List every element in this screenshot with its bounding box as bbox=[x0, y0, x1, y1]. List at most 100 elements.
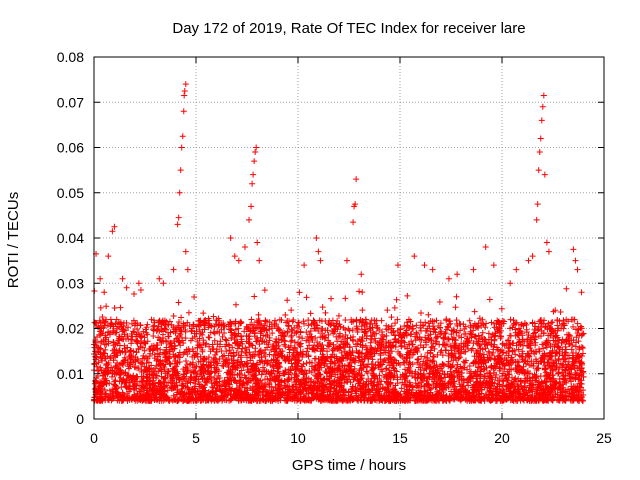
data-point bbox=[135, 330, 142, 337]
data-point bbox=[472, 359, 479, 366]
data-point bbox=[560, 375, 567, 382]
data-point bbox=[238, 367, 245, 374]
data-point bbox=[268, 321, 275, 328]
data-point bbox=[238, 348, 245, 355]
data-point bbox=[554, 327, 561, 334]
data-point bbox=[384, 373, 391, 380]
data-point bbox=[277, 392, 284, 399]
data-point bbox=[216, 386, 223, 393]
data-point bbox=[279, 385, 286, 392]
data-point bbox=[455, 355, 462, 362]
data-point bbox=[153, 342, 160, 349]
data-point bbox=[445, 336, 452, 343]
data-point bbox=[355, 349, 362, 356]
data-point bbox=[467, 324, 474, 331]
data-point bbox=[222, 343, 229, 350]
data-point bbox=[164, 353, 171, 360]
data-point bbox=[247, 384, 254, 391]
data-point bbox=[559, 369, 566, 376]
data-point bbox=[304, 348, 311, 355]
data-point bbox=[462, 348, 469, 355]
data-point bbox=[303, 337, 310, 344]
data-point bbox=[392, 320, 399, 327]
data-point bbox=[261, 326, 268, 333]
data-point bbox=[334, 338, 341, 345]
data-point bbox=[116, 378, 123, 385]
data-point bbox=[166, 348, 173, 355]
data-point bbox=[97, 383, 104, 390]
data-point bbox=[260, 349, 267, 356]
data-point bbox=[342, 316, 349, 323]
data-point bbox=[451, 378, 458, 385]
data-point bbox=[211, 323, 218, 330]
data-point bbox=[185, 309, 192, 316]
data-point bbox=[476, 350, 483, 357]
data-point bbox=[336, 330, 343, 337]
data-point bbox=[296, 289, 303, 296]
data-point bbox=[280, 333, 287, 340]
data-point bbox=[417, 324, 424, 331]
data-point bbox=[161, 326, 168, 333]
data-point bbox=[199, 388, 206, 395]
data-point bbox=[429, 353, 436, 360]
data-point bbox=[515, 381, 522, 388]
data-point bbox=[432, 384, 439, 391]
data-point bbox=[232, 388, 239, 395]
data-point bbox=[122, 349, 129, 356]
data-point bbox=[429, 343, 436, 350]
data-point bbox=[254, 334, 261, 341]
data-point bbox=[327, 380, 334, 387]
data-point bbox=[529, 396, 536, 403]
data-point bbox=[262, 346, 269, 353]
data-point bbox=[212, 391, 219, 398]
data-point bbox=[261, 287, 268, 294]
data-point bbox=[178, 314, 185, 321]
data-point bbox=[406, 368, 413, 375]
data-point bbox=[498, 305, 505, 312]
data-point bbox=[257, 328, 264, 335]
data-point bbox=[423, 397, 430, 404]
data-point bbox=[401, 366, 408, 373]
data-point bbox=[232, 301, 239, 308]
data-point bbox=[378, 335, 385, 342]
data-point bbox=[161, 383, 168, 390]
data-point bbox=[231, 352, 238, 359]
data-point bbox=[521, 379, 528, 386]
data-point bbox=[294, 328, 301, 335]
data-point bbox=[550, 334, 557, 341]
data-point bbox=[121, 356, 128, 363]
data-point bbox=[398, 343, 405, 350]
data-point bbox=[485, 330, 492, 337]
data-point bbox=[367, 346, 374, 353]
data-point bbox=[235, 359, 242, 366]
data-point bbox=[415, 355, 422, 362]
data-point bbox=[282, 338, 289, 345]
data-point bbox=[189, 346, 196, 353]
data-point bbox=[256, 341, 263, 348]
data-point bbox=[188, 327, 195, 334]
data-point bbox=[146, 368, 153, 375]
data-point bbox=[359, 342, 366, 349]
data-point bbox=[542, 341, 549, 348]
data-point bbox=[393, 296, 400, 303]
data-point bbox=[262, 381, 269, 388]
data-point bbox=[356, 318, 363, 325]
data-point bbox=[383, 366, 390, 373]
data-point bbox=[168, 343, 175, 350]
data-point bbox=[424, 362, 431, 369]
data-point bbox=[360, 362, 367, 369]
data-point bbox=[374, 345, 381, 352]
data-point bbox=[468, 347, 475, 354]
data-point bbox=[329, 317, 336, 324]
data-point bbox=[580, 330, 587, 337]
data-point bbox=[131, 290, 138, 297]
data-point bbox=[522, 357, 529, 364]
data-point bbox=[516, 363, 523, 370]
data-point bbox=[320, 389, 327, 396]
data-point bbox=[263, 339, 270, 346]
data-point bbox=[356, 288, 363, 295]
data-point bbox=[333, 383, 340, 389]
data-point bbox=[460, 364, 467, 371]
data-point bbox=[242, 349, 249, 356]
data-point bbox=[452, 304, 459, 311]
